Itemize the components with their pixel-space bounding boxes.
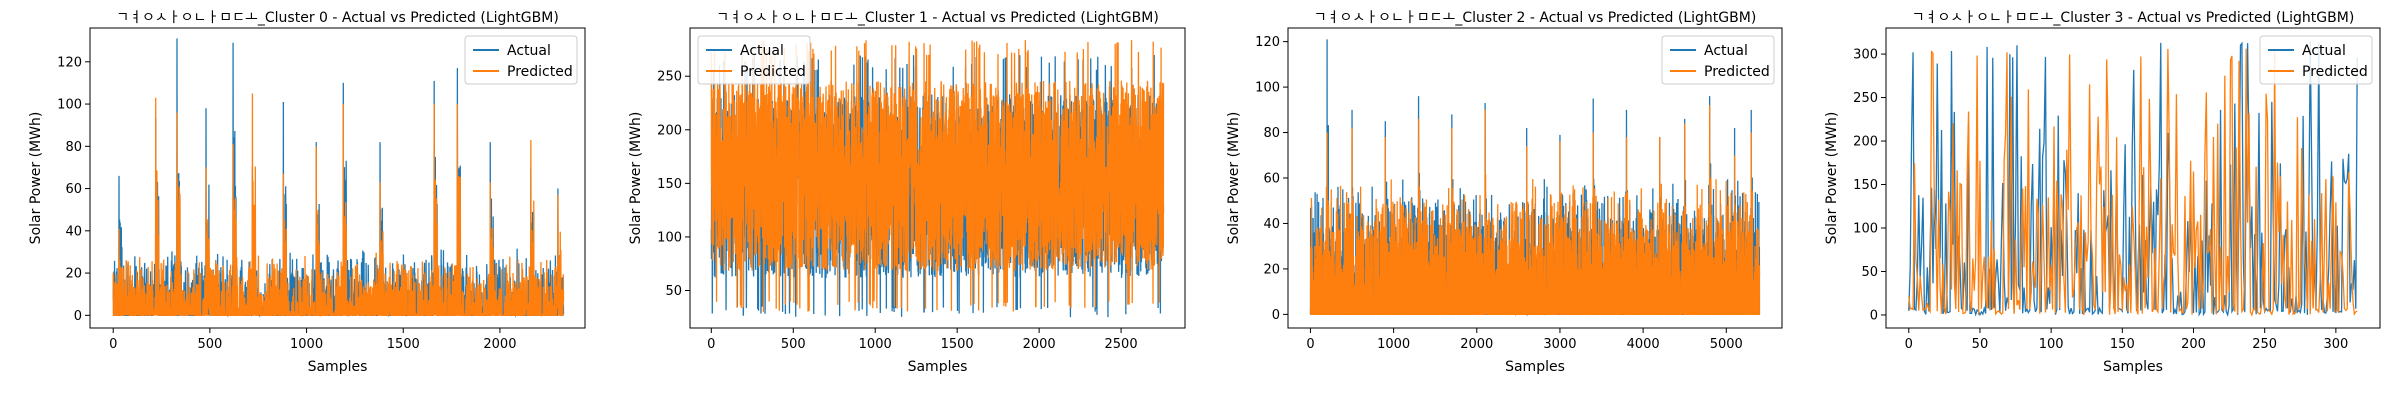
x-tick-label: 5000 <box>1710 337 1743 352</box>
legend-label-predicted: Predicted <box>2302 64 2368 80</box>
legend: Actual Predicted <box>2259 35 2373 85</box>
x-tick-label: 200 <box>2181 337 2206 352</box>
x-tick-label: 0 <box>109 337 117 352</box>
x-tick-label: 0 <box>1905 337 1913 352</box>
x-tick-label: 2500 <box>1105 337 1138 352</box>
x-tick-label: 300 <box>2323 337 2348 352</box>
x-axis-label: Samples <box>1505 359 1565 375</box>
y-axis-label: Solar Power (MWh) <box>1824 112 1840 245</box>
y-tick-label: 200 <box>1853 135 1878 150</box>
series-line-predicted <box>1309 105 1761 317</box>
y-tick-label: 0 <box>1272 308 1280 323</box>
x-tick-label: 500 <box>781 337 806 352</box>
chart-panel-1: ㄱㅕㅇㅅㅏㅇㄴㅏㅁㄷㅗ_Cluster 1 - Actual vs Predic… <box>628 10 1186 375</box>
y-tick-label: 50 <box>665 284 682 299</box>
y-tick-label: 0 <box>74 309 82 324</box>
chart-panel-2: ㄱㅕㅇㅅㅏㅇㄴㅏㅁㄷㅗ_Cluster 2 - Actual vs Predic… <box>1226 10 1783 375</box>
legend-label-predicted: Predicted <box>1704 64 1770 80</box>
y-tick-label: 100 <box>1255 81 1280 96</box>
series-line-predicted <box>112 93 565 318</box>
legend-label-predicted: Predicted <box>740 64 806 80</box>
y-tick-label: 120 <box>1255 35 1280 50</box>
x-tick-label: 150 <box>2110 337 2135 352</box>
x-tick-label: 2000 <box>1460 337 1493 352</box>
chart-title: ㄱㅕㅇㅅㅏㅇㄴㅏㅁㄷㅗ_Cluster 3 - Actual vs Predic… <box>1912 10 2355 26</box>
y-tick-label: 0 <box>1870 308 1878 323</box>
y-tick-label: 200 <box>657 123 682 138</box>
y-tick-label: 150 <box>657 177 682 192</box>
y-tick-label: 250 <box>1853 91 1878 106</box>
x-tick-label: 1000 <box>1377 337 1410 352</box>
y-tick-label: 250 <box>657 70 682 85</box>
legend-label-actual: Actual <box>740 43 784 59</box>
x-tick-label: 250 <box>2252 337 2277 352</box>
series-line-predicted <box>1908 48 2358 317</box>
chart-title: ㄱㅕㅇㅅㅏㅇㄴㅏㅁㄷㅗ_Cluster 0 - Actual vs Predic… <box>116 10 559 26</box>
legend-label-actual: Actual <box>507 43 551 59</box>
x-tick-label: 0 <box>707 337 715 352</box>
x-tick-label: 100 <box>2039 337 2064 352</box>
legend-label-actual: Actual <box>1704 43 1748 59</box>
y-tick-label: 60 <box>65 182 82 197</box>
chart-panel-0: ㄱㅕㅇㅅㅏㅇㄴㅏㅁㄷㅗ_Cluster 0 - Actual vs Predic… <box>28 10 586 375</box>
series-line-actual <box>1908 41 2358 318</box>
plot-frame <box>1885 27 2381 329</box>
legend: Actual Predicted <box>697 35 811 85</box>
y-tick-label: 100 <box>657 230 682 245</box>
y-tick-label: 150 <box>1853 178 1878 193</box>
chart-title: ㄱㅕㅇㅅㅏㅇㄴㅏㅁㄷㅗ_Cluster 2 - Actual vs Predic… <box>1314 10 1757 26</box>
x-tick-label: 1500 <box>941 337 974 352</box>
y-tick-label: 80 <box>65 140 82 155</box>
y-tick-label: 120 <box>57 55 82 70</box>
y-tick-label: 100 <box>1853 222 1878 237</box>
y-axis-label: Solar Power (MWh) <box>1226 112 1242 245</box>
y-tick-label: 80 <box>1263 126 1280 141</box>
x-tick-label: 50 <box>1972 337 1989 352</box>
chart-panel-3: ㄱㅕㅇㅅㅏㅇㄴㅏㅁㄷㅗ_Cluster 3 - Actual vs Predic… <box>1824 10 2381 375</box>
x-tick-label: 1000 <box>290 337 323 352</box>
y-tick-label: 300 <box>1853 48 1878 63</box>
y-tick-label: 60 <box>1263 172 1280 187</box>
chart-title: ㄱㅕㅇㅅㅏㅇㄴㅏㅁㄷㅗ_Cluster 1 - Actual vs Predic… <box>716 10 1159 26</box>
legend: Actual Predicted <box>464 35 578 85</box>
y-tick-label: 40 <box>65 224 82 239</box>
plot-frame <box>89 27 586 329</box>
legend-label-actual: Actual <box>2302 43 2346 59</box>
y-tick-label: 20 <box>1263 262 1280 277</box>
x-axis-label: Samples <box>308 359 368 375</box>
y-tick-label: 20 <box>65 267 82 282</box>
x-tick-label: 500 <box>197 337 222 352</box>
y-axis-label: Solar Power (MWh) <box>28 112 44 245</box>
x-tick-label: 2000 <box>1023 337 1056 352</box>
x-tick-label: 4000 <box>1627 337 1660 352</box>
x-tick-label: 3000 <box>1543 337 1576 352</box>
legend: Actual Predicted <box>1661 35 1775 85</box>
y-tick-label: 40 <box>1263 217 1280 232</box>
series-line-predicted <box>710 40 1165 312</box>
x-axis-label: Samples <box>908 359 968 375</box>
y-tick-label: 50 <box>1861 265 1878 280</box>
x-tick-label: 2000 <box>483 337 516 352</box>
plot-frame <box>689 27 1186 329</box>
y-axis-label: Solar Power (MWh) <box>628 112 644 245</box>
x-tick-label: 1000 <box>859 337 892 352</box>
x-tick-label: 0 <box>1306 337 1314 352</box>
legend-label-predicted: Predicted <box>507 64 573 80</box>
y-tick-label: 100 <box>57 98 82 113</box>
x-axis-label: Samples <box>2103 359 2163 375</box>
x-tick-label: 1500 <box>387 337 420 352</box>
